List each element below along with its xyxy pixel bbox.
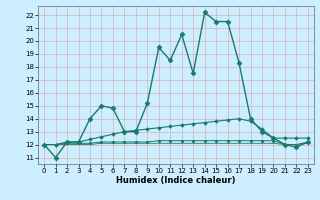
X-axis label: Humidex (Indice chaleur): Humidex (Indice chaleur)	[116, 176, 236, 185]
